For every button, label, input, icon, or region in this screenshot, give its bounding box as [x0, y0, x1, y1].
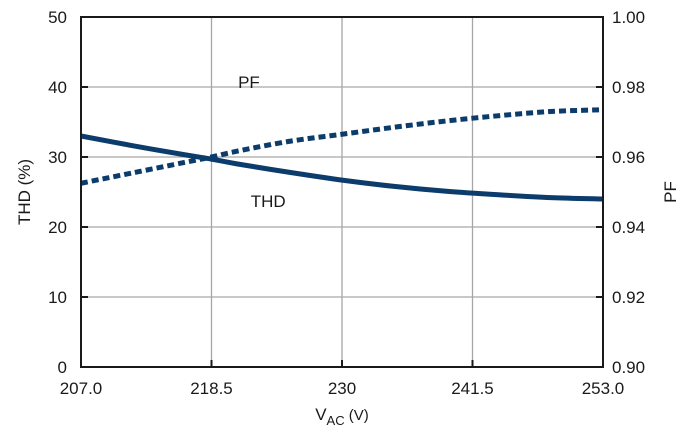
- y-left-tick-label: 20: [48, 218, 67, 237]
- y-right-tick-label: 0.98: [612, 78, 645, 97]
- y-right-tick-label: 0.96: [612, 148, 645, 167]
- y-right-tick-label: 0.94: [612, 218, 645, 237]
- series-line-thd: [80, 133, 604, 202]
- x-tick-label: 230: [328, 379, 356, 398]
- series-label-thd: THD: [251, 192, 286, 211]
- y-left-tick-label: 10: [48, 288, 67, 307]
- y-axis-right-title: PF: [661, 181, 680, 203]
- y-left-tick-label: 0: [58, 358, 67, 377]
- series-line-pf: [80, 107, 604, 186]
- gridlines: [81, 17, 603, 367]
- x-tick-label: 207.0: [60, 379, 103, 398]
- series-lines: [80, 107, 604, 202]
- y-left-tick-label: 30: [48, 148, 67, 167]
- x-axis-title-main: V: [315, 405, 327, 424]
- x-tick-label: 218.5: [190, 379, 233, 398]
- axis-labels: 207.0 218.5 230 241.5 253.0 0 10 20 30 40 50 0.90 0.…: [48, 8, 645, 398]
- x-tick-label: 253.0: [582, 379, 625, 398]
- y-right-tick-label: 1.00: [612, 8, 645, 27]
- x-axis-title-subscript: AC: [327, 413, 345, 428]
- x-tick-label: 241.5: [451, 379, 494, 398]
- series-label-pf: PF: [238, 73, 260, 92]
- y-left-tick-label: 40: [48, 78, 67, 97]
- x-axis-title: VAC (V): [315, 405, 369, 428]
- y-right-tick-label: 0.92: [612, 288, 645, 307]
- y-left-tick-label: 50: [48, 8, 67, 27]
- axis-ticks: [80, 16, 604, 368]
- y-right-tick-label: 0.90: [612, 358, 645, 377]
- x-axis-title-unit: (V): [345, 407, 369, 424]
- y-axis-left-title: THD (%): [15, 159, 34, 225]
